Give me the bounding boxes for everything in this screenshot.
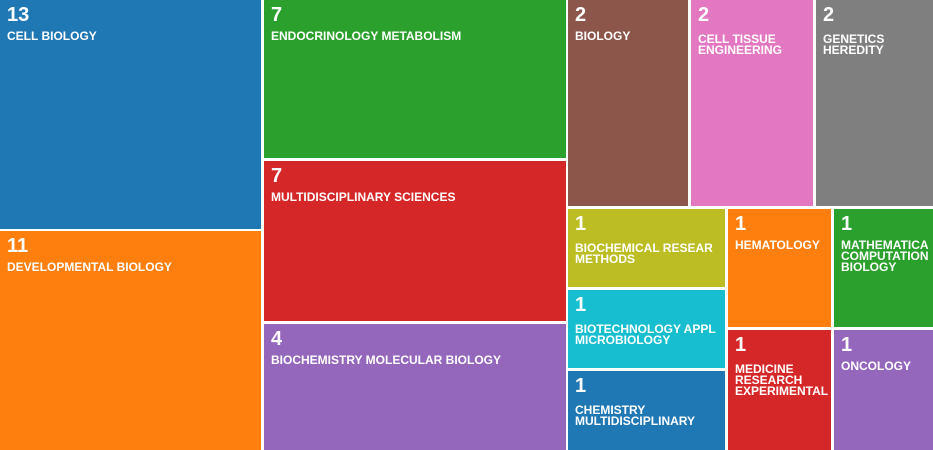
tile-label: ENDOCRINOLOGY METABOLISM bbox=[271, 29, 462, 43]
treemap-tile[interactable]: 4 BIOCHEMISTRY MOLECULAR BIOLOGY bbox=[264, 324, 566, 450]
treemap-tile[interactable]: 1 ONCOLOGY bbox=[834, 330, 933, 450]
tile-label: MEDICINE RESEARCH EXPERIMENTAL bbox=[735, 362, 829, 398]
tile-value: 4 bbox=[271, 328, 283, 350]
treemap-tile[interactable]: 13 CELL BIOLOGY bbox=[0, 0, 261, 229]
tile-label: BIOTECHNOLOGY APPL MICROBIOLOGY bbox=[575, 322, 716, 347]
tile-value: 1 bbox=[575, 213, 587, 235]
tile-value: 2 bbox=[823, 4, 835, 26]
tile-value: 1 bbox=[735, 334, 747, 356]
tile-value: 11 bbox=[7, 235, 29, 257]
tile-label: HEMATOLOGY bbox=[735, 238, 820, 252]
tile-label: MULTIDISCIPLINARY SCIENCES bbox=[271, 190, 456, 204]
tile-value: 7 bbox=[271, 4, 283, 26]
tile-label: MATHEMATICA COMPUTATION BIOLOGY bbox=[841, 238, 929, 274]
tile-value: 1 bbox=[841, 213, 853, 235]
tile-value: 1 bbox=[841, 334, 853, 356]
tile-label: BIOLOGY bbox=[575, 29, 631, 43]
tile-label: ONCOLOGY bbox=[841, 359, 912, 373]
treemap-tile[interactable]: 2 BIOLOGY bbox=[568, 0, 688, 206]
tile-value: 1 bbox=[575, 375, 587, 397]
treemap-tile[interactable]: 1 HEMATOLOGY bbox=[728, 209, 831, 327]
tile-label: BIOCHEMICAL RESEAR METHODS bbox=[575, 241, 713, 266]
treemap-tile[interactable]: 2 GENETICS HEREDITY bbox=[816, 0, 933, 206]
tile-value: 1 bbox=[735, 213, 747, 235]
tile-value: 2 bbox=[698, 4, 710, 26]
treemap-tile[interactable]: 1 MATHEMATICA COMPUTATION BIOLOGY bbox=[834, 209, 933, 327]
treemap-tile[interactable]: 7 MULTIDISCIPLINARY SCIENCES bbox=[264, 161, 566, 321]
treemap-tile[interactable]: 2 CELL TISSUE ENGINEERING bbox=[691, 0, 813, 206]
tile-label: GENETICS HEREDITY bbox=[823, 32, 885, 57]
tile-value: 1 bbox=[575, 294, 587, 316]
treemap-tile[interactable]: 1 BIOTECHNOLOGY APPL MICROBIOLOGY bbox=[568, 290, 725, 368]
treemap-tile[interactable]: 7 ENDOCRINOLOGY METABOLISM bbox=[264, 0, 566, 158]
treemap-tile[interactable]: 1 MEDICINE RESEARCH EXPERIMENTAL bbox=[728, 330, 831, 450]
tile-value: 7 bbox=[271, 165, 283, 187]
tile-label: BIOCHEMISTRY MOLECULAR BIOLOGY bbox=[271, 353, 502, 367]
tile-label: CELL BIOLOGY bbox=[7, 29, 97, 43]
tile-label: DEVELOPMENTAL BIOLOGY bbox=[7, 260, 172, 274]
treemap-tile[interactable]: 1 CHEMISTRY MULTIDISCIPLINARY bbox=[568, 371, 725, 450]
tile-label: CELL TISSUE ENGINEERING bbox=[698, 32, 783, 57]
tile-value: 2 bbox=[575, 4, 587, 26]
treemap-tile[interactable]: 11 DEVELOPMENTAL BIOLOGY bbox=[0, 231, 261, 450]
tile-value: 13 bbox=[7, 4, 30, 26]
treemap-tile[interactable]: 1 BIOCHEMICAL RESEAR METHODS bbox=[568, 209, 725, 287]
tile-label: CHEMISTRY MULTIDISCIPLINARY bbox=[575, 403, 695, 428]
